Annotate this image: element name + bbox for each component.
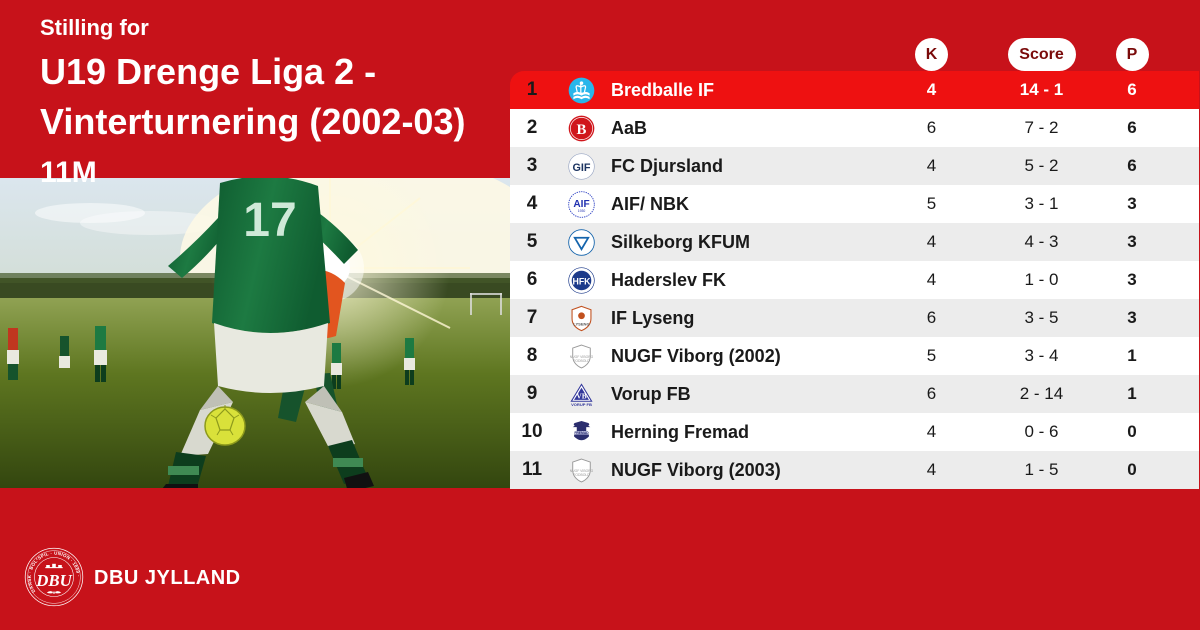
svg-text:1930: 1930 [578, 208, 586, 212]
svg-text:FODBOLD: FODBOLD [573, 358, 590, 362]
svg-text:DBU: DBU [35, 571, 72, 590]
svg-text:17: 17 [243, 194, 296, 247]
svg-text:VB: VB [576, 391, 586, 400]
svg-text:GIF: GIF [573, 162, 591, 174]
svg-text:FODBOLD: FODBOLD [573, 472, 590, 476]
svg-text:FREMAD: FREMAD [574, 430, 589, 434]
svg-text:B: B [577, 121, 587, 137]
svg-text:LYSENG: LYSENG [573, 321, 589, 326]
svg-text:VORUP FB: VORUP FB [571, 401, 592, 406]
svg-text:HFK: HFK [572, 276, 591, 286]
